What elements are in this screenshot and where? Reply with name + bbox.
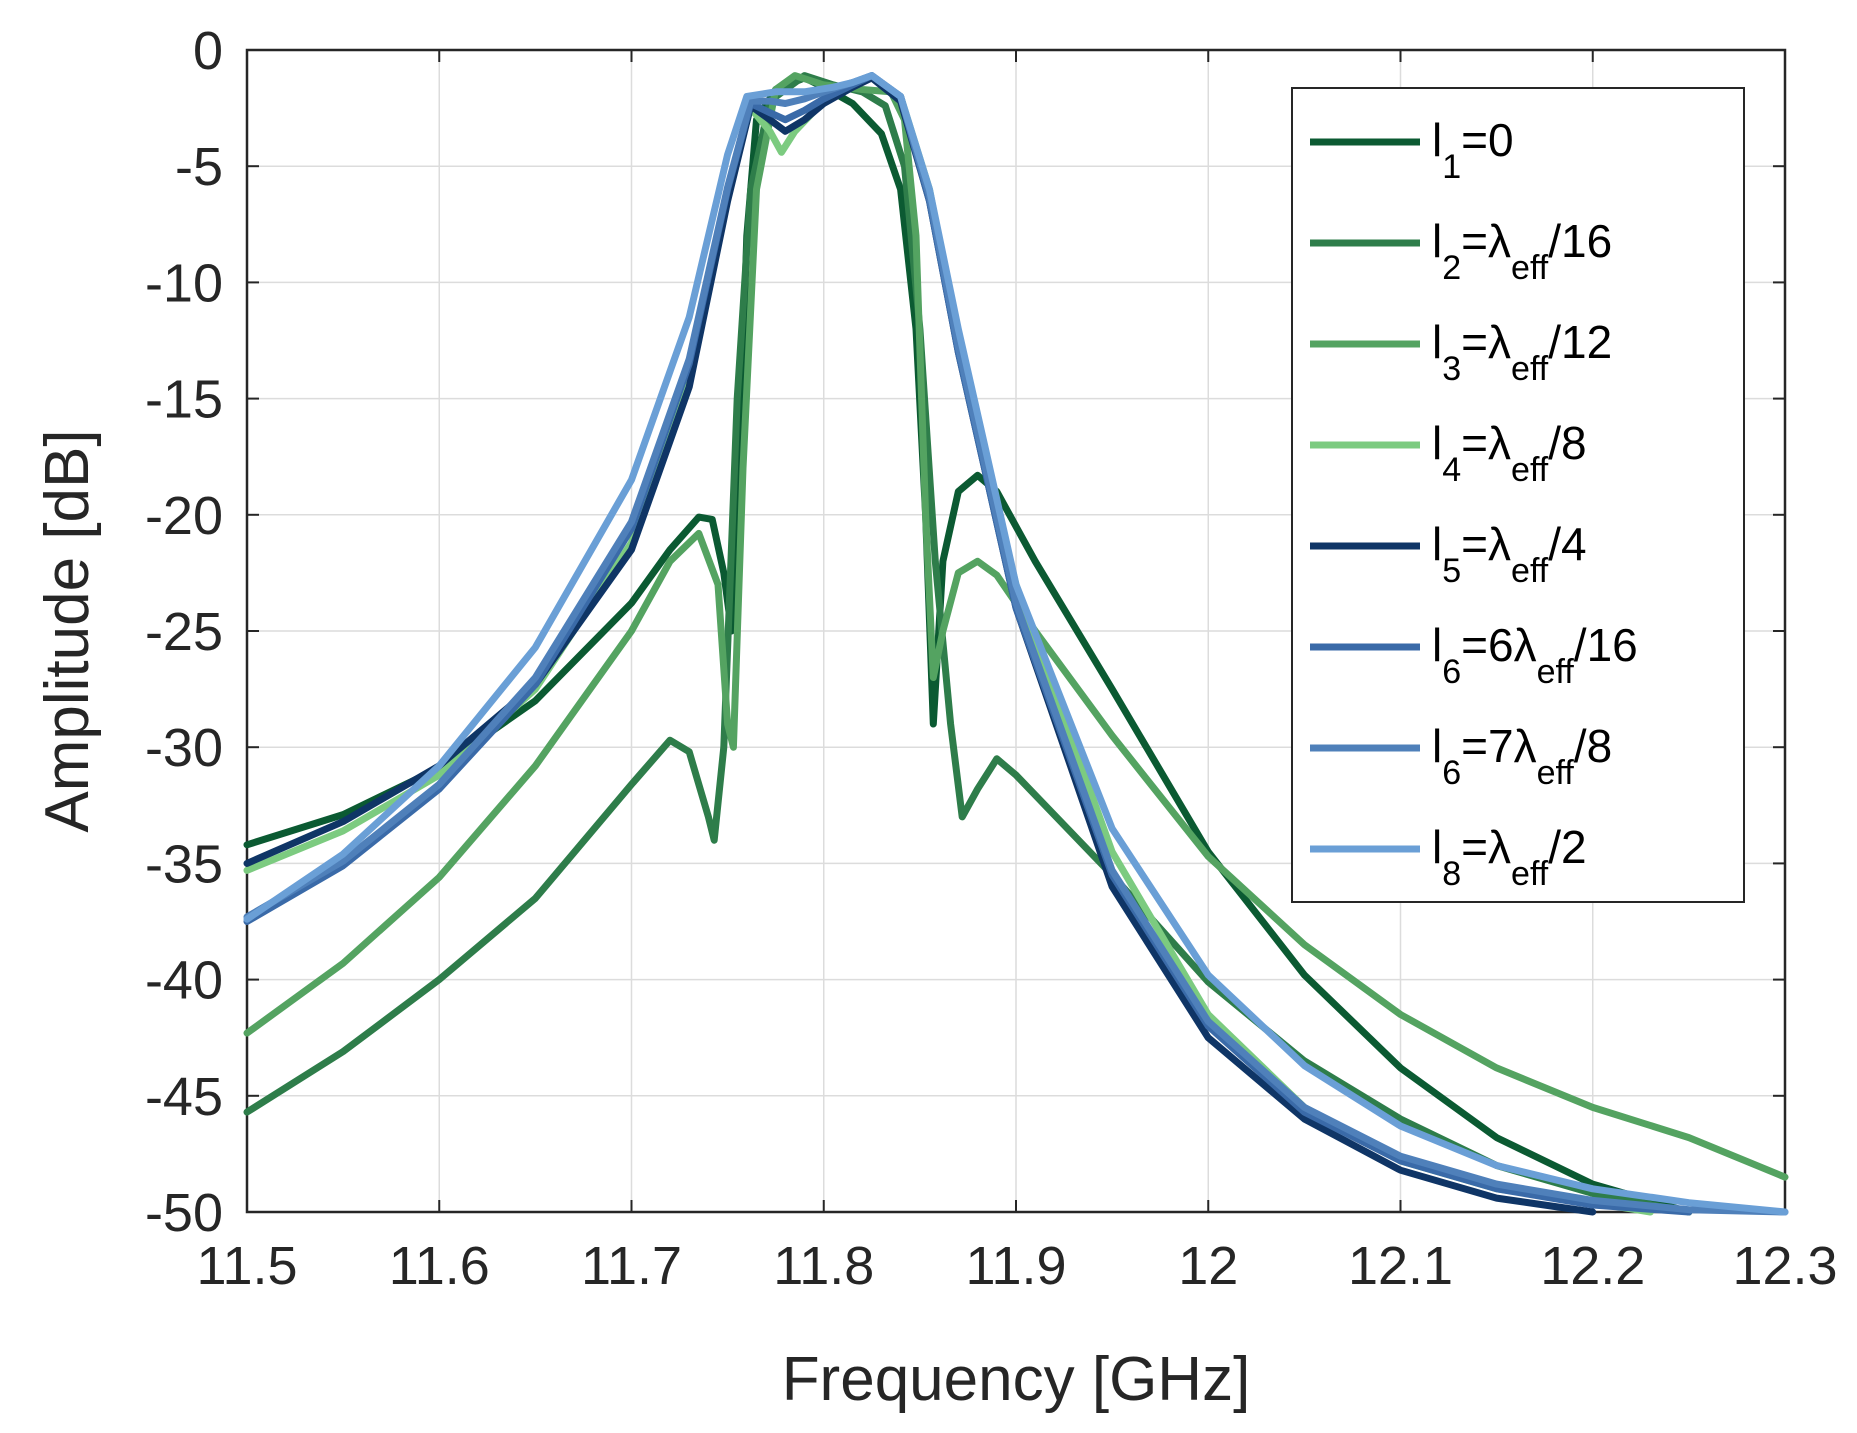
x-tick-label: 11.7 [581,1236,682,1296]
series-line-1 [243,74,1693,1216]
y-tick-label: -35 [145,834,223,894]
series-line-8 [243,72,1789,1216]
legend-label-2: l2=λeff/16 [1432,215,1612,287]
series-line-2 [243,72,1693,1216]
series-line-3 [243,72,1789,1181]
x-axis-title: Frequency [GHz] [782,1345,1251,1414]
x-tick-label: 12 [1178,1236,1238,1296]
y-tick-label: -20 [145,486,223,546]
legend: l1=0 l2=λeff/16 l3=λeff/12 l4=λeff/8 l5=λeff… [1291,87,1745,903]
y-tick-label: -40 [145,951,223,1011]
legend-label-4: l4=λeff/8 [1432,417,1587,489]
y-tick-label: -50 [145,1183,223,1243]
y-tick-label: -45 [145,1067,223,1127]
series-lines [243,72,1789,1216]
axis-ticks: 11.5 11.6 11.7 11.8 11.9 12 12.1 12.2 12.3 0 -5 -10… [145,21,1838,1296]
legend-label-5: l5=λeff/4 [1432,518,1587,590]
legend-label-7: l6=7λeff/8 [1432,720,1612,792]
y-tick-label: -10 [145,253,223,313]
x-tick-label: 11.5 [196,1236,297,1296]
x-tick-label: 12.2 [1540,1236,1645,1296]
legend-box [1291,87,1745,903]
y-tick-label: -15 [145,370,223,430]
legend-label-3: l3=λeff/12 [1432,316,1612,388]
legend-label-6: l6=6λeff/16 [1432,619,1638,691]
legend-label-1: l1=0 [1432,114,1514,186]
y-tick-label: -30 [145,718,223,778]
x-tick-label: 11.9 [965,1236,1066,1296]
y-tick-label: -25 [145,602,223,662]
x-tick-label: 12.1 [1348,1236,1453,1296]
legend-label-8: l8=λeff/2 [1432,821,1587,893]
x-tick-label: 11.8 [773,1236,874,1296]
y-tick-label: 0 [193,21,223,81]
y-tick-label: -5 [175,137,223,197]
x-tick-label: 12.3 [1732,1236,1837,1296]
y-axis-title: Amplitude [dB] [33,429,102,832]
x-tick-label: 11.6 [389,1236,490,1296]
